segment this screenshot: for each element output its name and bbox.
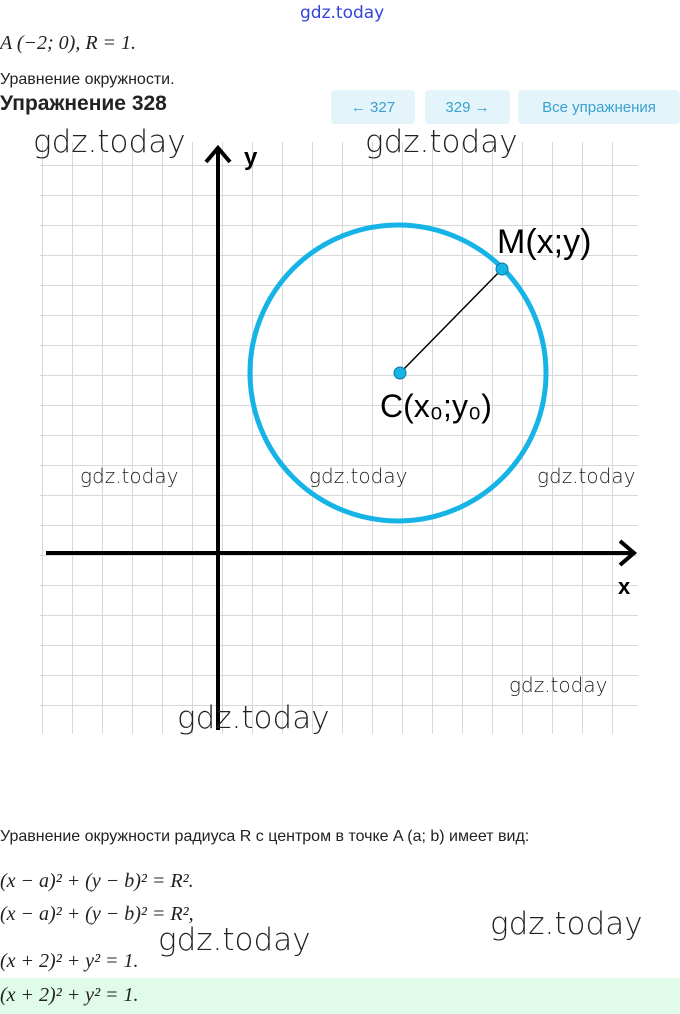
watermark: gdz.today xyxy=(33,124,186,160)
answer-box: (x + 2)² + y² = 1. xyxy=(0,978,680,1014)
point-m xyxy=(495,262,509,276)
given-data: A (−2; 0), R = 1. xyxy=(0,32,137,54)
label-m: M(x;y) xyxy=(497,223,591,261)
circle-figure: y x M(x;y) C(x₀;y₀) xyxy=(40,142,638,734)
watermark: gdz.today xyxy=(365,124,518,160)
watermark: gdz.today xyxy=(80,464,179,488)
radius-line xyxy=(399,268,503,374)
grid xyxy=(40,142,638,734)
site-watermark: gdz.today xyxy=(300,3,385,23)
all-exercises-button[interactable]: Все упражнения xyxy=(518,90,680,124)
center-point xyxy=(393,366,407,380)
exercise-title: Упражнение 328 xyxy=(0,92,167,115)
subtitle: Уравнение окружности. xyxy=(0,71,175,88)
prev-exercise-button[interactable]: ← 327 xyxy=(331,90,415,124)
label-c: C(x₀;y₀) xyxy=(380,388,492,424)
next-exercise-button[interactable]: 329 → xyxy=(425,90,510,124)
explanation: Уравнение окружности радиуса R с центром… xyxy=(0,828,530,845)
watermark: gdz.today xyxy=(509,673,608,697)
watermark: gdz.today xyxy=(158,922,311,958)
watermark: gdz.today xyxy=(490,906,643,942)
formula-specific: (x + 2)² + y² = 1. xyxy=(0,950,139,972)
circle xyxy=(247,222,549,524)
x-arrow-icon xyxy=(618,539,638,567)
y-arrow-icon xyxy=(204,144,232,164)
answer: (x + 2)² + y² = 1. xyxy=(0,984,139,1006)
formula-general: (x − a)² + (y − b)² = R². xyxy=(0,870,194,892)
y-label: y xyxy=(244,144,258,171)
watermark: gdz.today xyxy=(309,464,408,488)
watermark: gdz.today xyxy=(537,464,636,488)
watermark: gdz.today xyxy=(177,700,330,736)
x-label: x xyxy=(618,574,631,599)
formula-general-repeat: (x − a)² + (y − b)² = R², xyxy=(0,903,194,925)
